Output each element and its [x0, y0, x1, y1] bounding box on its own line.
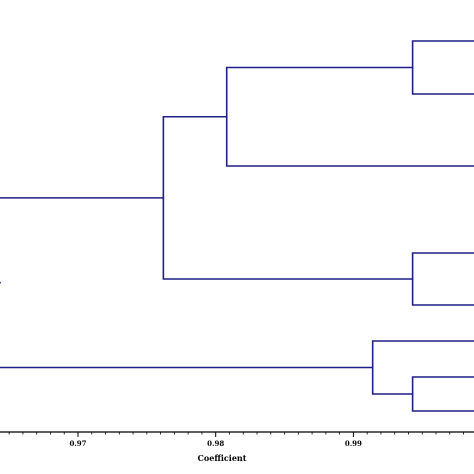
cluster-branch-B	[225, 66, 474, 167]
dendrogram-branches	[0, 40, 474, 412]
cluster-branch-D	[162, 115, 414, 280]
x-axis: 0.97 0.98 0.99 Coefficient	[0, 431, 474, 463]
tick-label: 0.97	[69, 439, 86, 448]
x-axis-tick-labels: 0.97 0.98 0.99	[69, 439, 362, 448]
tick-label: 0.98	[207, 439, 224, 448]
x-axis-title: Coefficient	[198, 453, 247, 463]
cluster-branch-A	[411, 40, 474, 95]
cluster-branch-E	[411, 376, 474, 412]
tick-label: 0.99	[345, 439, 362, 448]
x-axis-ticks	[8, 432, 464, 437]
cluster-branch-C	[411, 252, 474, 306]
cluster-branch-G	[0, 197, 374, 369]
cluster-branch-F	[371, 340, 474, 395]
